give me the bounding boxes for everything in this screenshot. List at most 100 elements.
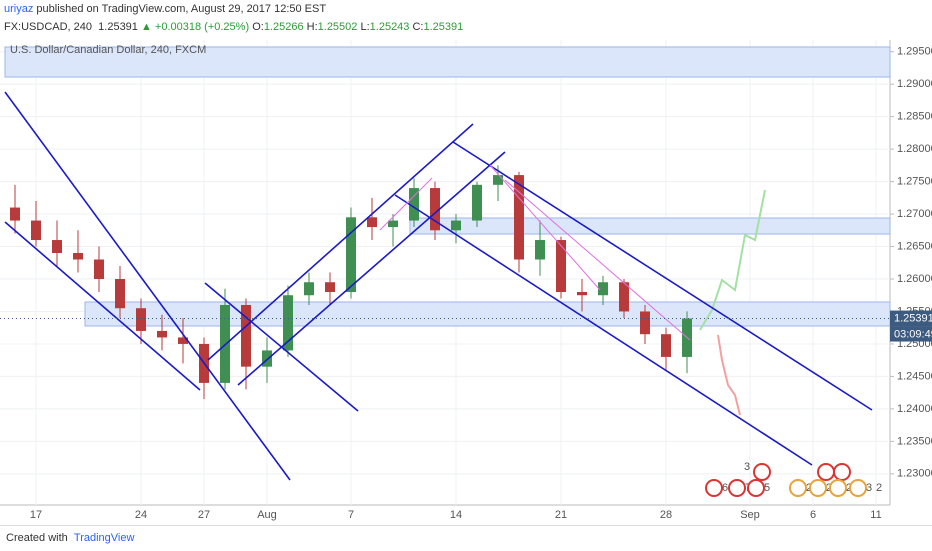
x-tick-label: 24 [135,509,147,521]
y-tick-label: 1.26500 [897,240,932,252]
projection-path [699,189,766,331]
x-tick-label: Sep [740,509,760,521]
event-icon [809,479,827,497]
trend-line [4,91,291,481]
candle-body [556,240,566,292]
candle-body [661,334,671,357]
l-label: L: [360,21,370,33]
event-icon [789,479,807,497]
zone [4,46,891,78]
candle-body [262,350,272,367]
event-icon [833,463,851,481]
candle-body [619,282,629,312]
o-label: O: [252,21,264,33]
pattern-line [489,164,601,291]
candle-body [10,207,20,221]
event-icon [753,463,771,481]
y-tick-label: 1.24000 [897,403,932,415]
header-line: FX:USDCAD, 240 1.25391 ▲ +0.00318 (+0.25… [4,18,932,36]
y-tick-label: 1.23000 [897,468,932,480]
candle-body [325,282,335,292]
l-value: 1.25243 [369,21,410,33]
pattern-lines [379,164,691,341]
event-icon [817,463,835,481]
symbol: FX:USDCAD, 240 [4,21,93,33]
candle-body [283,295,293,351]
y-tick-label: 1.27000 [897,208,932,220]
last-price-label: 1.25391 [894,312,932,324]
candle-body [388,220,398,228]
footer: Created with TradingView [0,525,932,550]
zone [409,217,891,235]
candle-body [472,184,482,221]
x-tick-label: 17 [30,509,42,521]
event-icon [829,479,847,497]
event-count: 5 [764,482,770,494]
c-label: C: [412,21,424,33]
h-value: 1.25502 [317,21,358,33]
countdown-label: 03:09:49 [894,328,932,340]
event-count: 3 [866,482,872,494]
pattern-line [504,179,691,341]
event-count: 2 [876,482,882,494]
x-tick-label: 14 [450,509,462,521]
event-count: 6 [722,482,728,494]
x-tick-label: 7 [348,509,354,521]
trend-line [4,221,201,391]
candle-body [577,291,587,296]
candle-body [94,259,104,279]
candle-body [346,217,356,292]
projection-up [699,189,766,331]
event-count: 3 [744,461,750,473]
last-price-box [890,310,932,327]
x-tick-label: 11 [870,509,881,521]
projection-down [717,334,741,416]
trend-lines [4,91,873,481]
candle-body [52,240,62,254]
candle-body [430,188,440,231]
candle-body [451,220,461,231]
h-label: H: [306,21,318,33]
published: published on TradingView.com, August 29,… [36,3,327,15]
price: 1.25391 [98,21,138,33]
candle-body [241,304,251,367]
trend-line [237,151,506,386]
pattern-line [379,177,433,231]
candle-body [514,175,524,260]
trend-line [452,141,873,411]
x-tick-label: Aug [257,509,277,521]
candle-body [598,282,608,296]
candle-body [115,278,125,309]
candle-body [367,217,377,228]
event-icon [747,479,765,497]
header: uriyaz published on TradingView.com, Aug… [0,0,932,40]
candle-body [535,240,545,260]
user[interactable]: uriyaz [4,3,34,15]
x-tick-label: 27 [198,509,210,521]
y-tick-label: 1.29500 [897,46,932,58]
x-tick-label: 6 [810,509,816,521]
o-value: 1.25266 [263,21,304,33]
brand[interactable]: TradingView [73,532,135,544]
candle-body [640,311,650,335]
candle-body [31,220,41,241]
header-line: uriyaz published on TradingView.com, Aug… [4,0,932,18]
c-value: 1.25391 [423,21,464,33]
countdown-box [890,326,932,342]
events: 367522232 [705,461,882,497]
candle-body [157,330,167,338]
y-tick-label: 1.27500 [897,175,932,187]
candle-body [304,282,314,296]
candle-body [493,175,503,185]
y-tick-label: 1.24500 [897,370,932,382]
chart-title: U.S. Dollar/Canadian Dollar, 240, FXCM [10,44,206,56]
trend-line [207,123,474,361]
trend-line [394,194,813,466]
zone [84,301,891,327]
candle-body [136,308,146,331]
created: Created with [6,532,68,544]
event-icon [728,479,746,497]
change: ▲ +0.00318 (+0.25%) [140,21,250,33]
y-tick-label: 1.29000 [897,78,932,90]
candle-body [409,188,419,221]
